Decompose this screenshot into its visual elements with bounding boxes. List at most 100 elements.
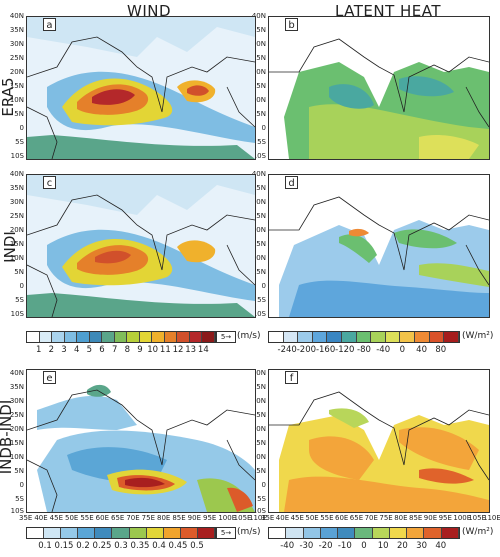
colorbar-swatch	[320, 528, 339, 538]
lon-label: 55E	[80, 514, 94, 522]
lon-label: 60E	[335, 514, 349, 522]
colorbar-swatch	[61, 528, 79, 538]
colorbar-tick-label: 0	[361, 541, 367, 551]
colorbar-tick-label: -80	[357, 345, 371, 355]
colorbar-ticks-latent-heat: -240 -200 -160 -120 -80 -40 0 40 80	[268, 345, 460, 357]
lat-label: 30N	[251, 397, 266, 405]
lon-label: 90E	[423, 514, 438, 522]
lon-label: 85E	[409, 514, 423, 522]
column-title-latent-heat: LATENT HEAT	[334, 2, 442, 20]
colorbar-tick-label: 0.45	[168, 541, 188, 551]
lat-label: 35N	[9, 26, 24, 34]
lat-label: 40N	[9, 12, 24, 20]
colorbar-swatch	[338, 528, 356, 538]
colorbar-tick-label: 80	[435, 345, 447, 355]
colorbar-swatch	[441, 528, 459, 538]
lat-label: 5N	[14, 110, 24, 118]
lat-label: 35N	[9, 184, 24, 192]
colorbar-tick-label: 0.4	[152, 541, 166, 551]
colorbar-swatch	[197, 528, 216, 538]
lat-label: 35N	[251, 383, 266, 391]
map-panel-f-latent-heat-difference	[268, 369, 490, 513]
colorbar-tick-label: -160	[315, 345, 336, 355]
lat-label: 25N	[251, 54, 266, 62]
lon-label: 65E	[349, 514, 364, 522]
lat-label: 10S	[252, 152, 266, 160]
colorbar-tick-label: 20	[396, 541, 408, 551]
lat-label: 15N	[9, 439, 24, 447]
colorbar-tick-label: -30	[299, 541, 314, 551]
lat-label: 40N	[251, 369, 266, 377]
lat-label: 5N	[256, 268, 266, 276]
lat-label: 5S	[15, 138, 24, 146]
lat-label: 30N	[251, 40, 266, 48]
colorbar-tick-label: 7	[111, 345, 118, 355]
lat-label: 40N	[9, 369, 24, 377]
colorbar-tick-label: 4	[73, 345, 80, 355]
colorbar-swatch	[164, 332, 178, 342]
lat-label: 35N	[9, 383, 24, 391]
lat-label: 5S	[15, 296, 24, 304]
colorbar-swatch	[429, 332, 445, 342]
lat-label: 20N	[9, 68, 24, 76]
colorbar-swatch	[283, 332, 299, 342]
colorbar-ticks-latent-heat-difference: -40 -30 -20 -10 0 10 20 30 40	[268, 541, 460, 553]
colorbar-tick-label: 30	[416, 541, 427, 551]
lon-label: 35E	[19, 514, 33, 522]
lon-label: 60E	[95, 514, 109, 522]
lat-label: 20N	[9, 425, 24, 433]
colorbar-tick-label: 0.3	[114, 541, 128, 551]
colorbar-swatch	[355, 528, 373, 538]
colorbar-swatch	[163, 528, 181, 538]
colorbar-swatch	[286, 528, 304, 538]
lon-label: 95E	[203, 514, 217, 522]
colorbar-ticks-wind: 1 2 3 4 5 6 7 8 9 10 11 12 13 14	[26, 345, 216, 357]
lon-label: 110E	[483, 514, 500, 522]
colorbar-tick-label: 10	[147, 345, 159, 355]
lat-label: 5N	[14, 268, 24, 276]
lat-label: 5S	[257, 296, 266, 304]
lat-label: 0	[19, 481, 24, 489]
colorbar-wind	[26, 331, 216, 343]
colorbar-unit-latent-heat: (W/m²)	[462, 331, 494, 341]
lat-label: 10S	[10, 507, 24, 515]
map-panel-d-latent-heat-indi	[268, 174, 490, 318]
colorbar-swatch	[89, 332, 103, 342]
lat-label: 40N	[9, 170, 24, 178]
reference-vector-value: 5	[220, 529, 226, 537]
colorbar-tick-label: 5	[86, 345, 93, 355]
lat-label: 25N	[9, 212, 24, 220]
panel-label-d: d	[285, 176, 298, 189]
lon-label: 80E	[394, 514, 408, 522]
colorbar-swatch	[327, 332, 343, 342]
colorbar-swatch	[189, 332, 203, 342]
column-title-wind: WIND	[126, 2, 172, 20]
lon-label: 50E	[65, 514, 79, 522]
lon-label: 85E	[172, 514, 186, 522]
colorbar-swatch	[298, 332, 313, 342]
lat-label: 15N	[9, 240, 24, 248]
lon-label: 40E	[34, 514, 48, 522]
colorbar-tick-label: 14	[197, 345, 209, 355]
colorbar-tick-label: 0.5	[190, 541, 204, 551]
panel-label-a: a	[43, 18, 56, 31]
lat-label: 25N	[251, 212, 266, 220]
colorbar-swatch	[64, 332, 78, 342]
colorbar-tick-label: 40	[416, 345, 427, 355]
lat-label: 25N	[9, 411, 24, 419]
lon-label: 70E	[126, 514, 140, 522]
colorbar-tick-label: -120	[335, 345, 355, 355]
lat-label: 10N	[9, 96, 24, 104]
lon-label: 45E	[49, 514, 63, 522]
colorbar-swatch	[77, 332, 90, 342]
colorbar-tick-label: -200	[296, 345, 317, 355]
colorbar-tick-label: 2	[48, 345, 55, 355]
lon-label: 90E	[187, 514, 201, 522]
colorbar-tick-label: 11	[159, 345, 171, 355]
lat-label: 15N	[9, 82, 24, 90]
lon-label: 70E	[364, 514, 378, 522]
lat-label: 5N	[256, 110, 266, 118]
colorbar-tick-label: 40	[435, 541, 447, 551]
panel-label-b: b	[285, 18, 298, 31]
panel-label-c: c	[43, 176, 56, 189]
